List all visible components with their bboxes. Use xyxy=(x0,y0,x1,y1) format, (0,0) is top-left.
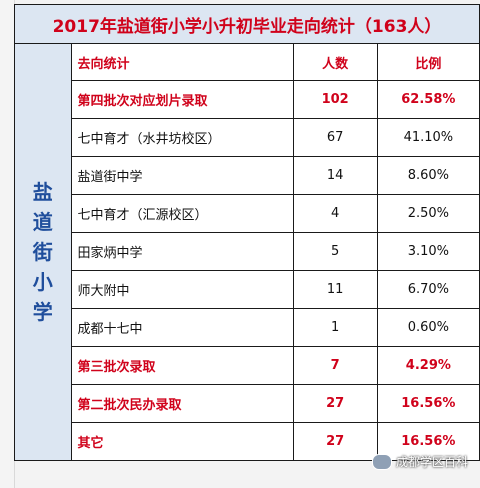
row-name[interactable]: 第二批次民办录取 xyxy=(70,384,294,423)
row-name[interactable]: 其它 xyxy=(70,422,294,461)
row-name[interactable]: 成都十七中 xyxy=(70,308,294,347)
row-ratio[interactable]: 62.58% xyxy=(376,80,480,119)
table-row: 七中育才（汇源校区） 4 2.50% xyxy=(15,194,480,233)
table-row: 成都十七中 1 0.60% xyxy=(15,308,480,347)
row-count[interactable]: 14 xyxy=(292,156,378,195)
row-ratio[interactable]: 8.60% xyxy=(376,156,480,195)
row-count[interactable]: 5 xyxy=(292,232,378,271)
row-ratio[interactable]: 16.56% xyxy=(376,384,480,423)
row-name[interactable]: 第三批次录取 xyxy=(70,346,294,385)
row-name[interactable]: 七中育才（水井坊校区） xyxy=(70,118,294,157)
row-name[interactable]: 七中育才（汇源校区） xyxy=(70,194,294,233)
row-ratio[interactable]: 41.10% xyxy=(376,118,480,157)
school-name: 盐道街小学 xyxy=(32,180,53,324)
row-ratio[interactable]: 4.29% xyxy=(376,346,480,385)
header-count[interactable]: 人数 xyxy=(292,43,378,81)
row-ratio[interactable]: 2.50% xyxy=(376,194,480,233)
watermark-text: 成都学区百科 xyxy=(395,455,468,469)
row-ratio[interactable]: 0.60% xyxy=(376,308,480,347)
row-count[interactable]: 102 xyxy=(292,80,378,119)
title-row: 2017年盐道街小学小升初毕业走向统计（163人） xyxy=(14,4,480,44)
table-row: 第二批次民办录取 27 16.56% xyxy=(15,384,480,423)
row-name[interactable]: 师大附中 xyxy=(70,270,294,309)
row-ratio[interactable]: 6.70% xyxy=(376,270,480,309)
table-row: 盐道街中学 14 8.60% xyxy=(15,156,480,195)
table-row: 其它 27 16.56% xyxy=(15,422,480,461)
row-name[interactable]: 盐道街中学 xyxy=(70,156,294,195)
row-name[interactable]: 第四批次对应划片录取 xyxy=(70,80,294,119)
row-count[interactable]: 27 xyxy=(292,422,378,461)
table-row: 第三批次录取 7 4.29% xyxy=(15,346,480,385)
row-count[interactable]: 11 xyxy=(292,270,378,309)
table-title[interactable]: 2017年盐道街小学小升初毕业走向统计（163人） xyxy=(14,4,480,44)
header-destination[interactable]: 去向统计 xyxy=(70,43,294,81)
row-header-strip xyxy=(0,0,15,488)
stats-table: 2017年盐道街小学小升初毕业走向统计（163人） 盐道街小学 去向统计 人数 … xyxy=(14,4,480,461)
watermark: 成都学区百科 xyxy=(371,453,468,470)
row-name[interactable]: 田家炳中学 xyxy=(70,232,294,271)
row-count[interactable]: 7 xyxy=(292,346,378,385)
school-name-cell[interactable]: 盐道街小学 xyxy=(14,43,72,461)
row-count[interactable]: 67 xyxy=(292,118,378,157)
table-row: 七中育才（水井坊校区） 67 41.10% xyxy=(15,118,480,157)
row-count[interactable]: 27 xyxy=(292,384,378,423)
wechat-icon xyxy=(371,453,392,470)
row-count[interactable]: 1 xyxy=(292,308,378,347)
header-ratio[interactable]: 比例 xyxy=(376,43,480,81)
row-ratio[interactable]: 16.56% xyxy=(376,422,480,461)
header-row: 盐道街小学 去向统计 人数 比例 xyxy=(14,43,480,461)
row-count[interactable]: 4 xyxy=(292,194,378,233)
table-row: 第四批次对应划片录取 102 62.58% xyxy=(15,80,480,119)
table-row: 师大附中 11 6.70% xyxy=(15,270,480,309)
table-row: 田家炳中学 5 3.10% xyxy=(15,232,480,271)
row-ratio[interactable]: 3.10% xyxy=(376,232,480,271)
